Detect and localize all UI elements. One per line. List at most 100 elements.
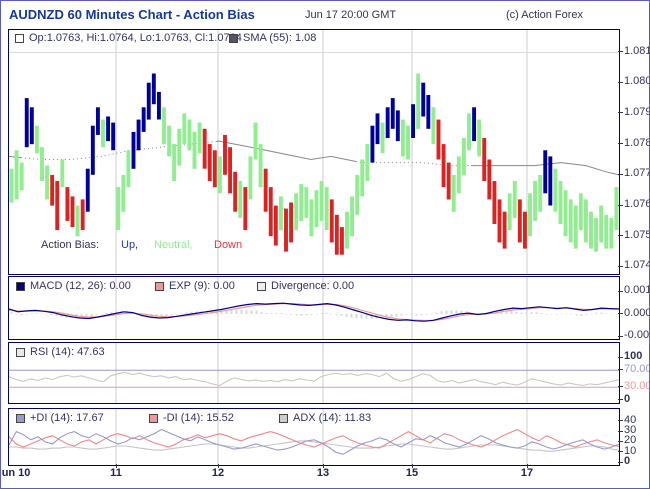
candle <box>70 196 75 228</box>
rsi-legend: RSI (14): 47.63 <box>16 346 105 359</box>
divergence-bar <box>105 312 108 314</box>
candle <box>375 113 380 145</box>
candle <box>34 125 39 154</box>
divergence-bar <box>515 311 518 314</box>
candle <box>40 147 44 181</box>
rsi-panel <box>8 342 620 404</box>
divergence-bar <box>30 313 33 314</box>
divergence-bar <box>550 314 553 315</box>
candle <box>60 159 65 188</box>
divergence-bar <box>50 314 53 316</box>
rsi-axis-label: 70.00 <box>624 363 650 375</box>
divergence-bar <box>440 311 443 314</box>
divergence-bar <box>320 313 323 314</box>
candle <box>604 214 609 249</box>
macd-axis-label: 0.000 <box>624 307 650 319</box>
sma-legend-label: SMA (55): 1.08 <box>243 32 317 44</box>
macd-line <box>9 302 619 322</box>
candle <box>136 119 141 151</box>
axis-tick <box>618 235 623 236</box>
divergence-bar <box>390 314 393 318</box>
candle <box>131 131 136 169</box>
di-axis-label: 0 <box>624 455 631 467</box>
x-axis-tick <box>412 464 413 468</box>
divergence-bar <box>240 309 243 314</box>
candle <box>400 119 405 157</box>
divergence-bar <box>570 314 573 315</box>
minus-di-swatch-icon <box>149 414 158 423</box>
candle <box>345 211 349 249</box>
price-axis-label: 1.075 <box>624 229 650 241</box>
macd-legend: MACD (12, 26): 0.00 <box>16 280 131 293</box>
divergence-bar <box>580 314 583 317</box>
candle <box>319 181 324 221</box>
divergence-bar <box>545 314 548 315</box>
candle <box>390 98 395 129</box>
plus-di-swatch-icon <box>16 414 25 423</box>
candle <box>228 147 233 194</box>
candle <box>467 113 471 151</box>
candle <box>151 73 156 105</box>
axis-tick <box>618 112 623 113</box>
candle <box>456 156 461 194</box>
rsi-axis-label: 100 <box>624 350 643 362</box>
divergence-bar <box>295 314 298 316</box>
axis-tick <box>618 369 623 370</box>
candle <box>599 205 604 243</box>
x-axis-label: 15 <box>405 467 419 479</box>
action-bias-up-label: Up, <box>121 239 139 251</box>
sma-line <box>215 140 357 162</box>
candle <box>497 199 502 243</box>
divergence-bar <box>170 314 173 316</box>
axis-tick <box>618 266 623 267</box>
price-axis-label: 1.081 <box>624 45 650 57</box>
divergence-bar <box>460 310 463 314</box>
legend-separator <box>9 52 618 53</box>
divergence-bar <box>535 312 538 314</box>
candle <box>233 171 238 212</box>
macd-chart <box>9 277 619 339</box>
candle <box>116 187 121 231</box>
divergence-bar <box>250 310 253 314</box>
axis-tick <box>618 441 623 442</box>
candle <box>14 150 19 200</box>
candle <box>360 159 365 197</box>
macd-legend-label: MACD (12, 26): 0.00 <box>30 280 131 292</box>
divergence-bar <box>285 313 288 315</box>
candle <box>90 125 95 175</box>
candle <box>55 181 60 231</box>
divergence-bar <box>60 314 63 318</box>
candle <box>177 128 182 166</box>
divergence-bar <box>405 314 408 315</box>
candle <box>121 174 126 212</box>
candle <box>553 168 558 212</box>
axis-tick <box>618 420 623 421</box>
divergence-bar <box>415 314 418 316</box>
adx-swatch-icon <box>279 414 288 423</box>
divergence-bar <box>525 312 528 314</box>
copyright-label: (c) Action Forex <box>506 9 584 21</box>
x-axis-label: 13 <box>316 467 330 479</box>
divergence-bar <box>230 309 233 314</box>
divergence-bar <box>445 310 448 314</box>
candle <box>538 174 543 212</box>
action-bias-neutral-label: Neutral, <box>154 239 193 251</box>
price-axis-label: 1.078 <box>624 137 650 149</box>
divergence-bar <box>370 314 373 319</box>
candle <box>507 193 512 231</box>
divergence-bar <box>110 312 113 314</box>
price-axis-label: 1.079 <box>624 106 650 118</box>
candle <box>472 107 477 142</box>
candle <box>29 107 34 145</box>
divergence-bar <box>385 314 388 319</box>
divergence-bar <box>100 314 103 315</box>
divergence-bar <box>150 314 153 318</box>
divergence-bar <box>400 314 403 316</box>
candle <box>421 82 426 117</box>
minus-di-legend-label: -DI (14): 15.52 <box>163 412 234 424</box>
di-axis-label: 30 <box>624 424 637 436</box>
rsi-axis-label: 30.00 <box>624 380 650 392</box>
divergence-bar <box>80 314 83 318</box>
candle <box>248 156 253 200</box>
chart-timestamp: Jun 17 20:00 GMT <box>305 9 397 21</box>
